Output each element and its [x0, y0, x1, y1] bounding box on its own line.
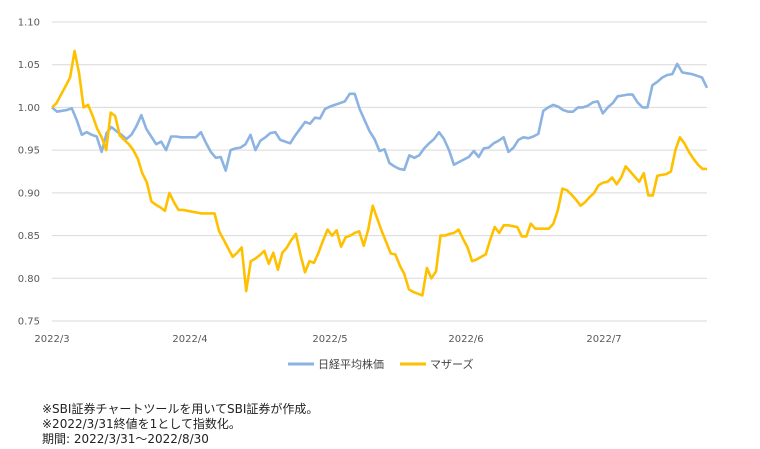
legend-item-nikkei[interactable]: 日経平均株価 [288, 357, 384, 371]
x-tick-label: 2022/4 [172, 334, 207, 345]
y-tick-label: 1.10 [18, 18, 40, 29]
note-source: ※SBI証券チャートツールを用いてSBI証券が作成。 [42, 402, 319, 416]
y-tick-label: 1.00 [18, 103, 40, 114]
x-tick-label: 2022/5 [312, 334, 347, 345]
gridlines [52, 21, 707, 322]
y-tick-label: 0.80 [18, 274, 40, 285]
y-axis-ticks: 0.75 0.80 0.85 0.90 0.95 1.00 1.05 1.10 [18, 18, 40, 328]
legend-label-nikkei: 日経平均株価 [318, 357, 384, 371]
note-index: ※2022/3/31終値を1として指数化。 [42, 417, 241, 431]
x-tick-label: 2022/7 [586, 334, 621, 345]
series-line-mothers [51, 49, 707, 297]
x-tick-label: 2022/6 [448, 334, 483, 345]
series-lines [51, 49, 709, 297]
y-tick-label: 0.95 [18, 146, 40, 157]
y-tick-label: 0.90 [18, 188, 40, 199]
y-tick-label: 1.05 [18, 60, 40, 71]
legend: 日経平均株価 マザーズ [288, 357, 473, 371]
chart-notes: ※SBI証券チャートツールを用いてSBI証券が作成。 ※2022/3/31終値を… [42, 402, 318, 447]
x-axis-ticks: 2022/3 2022/4 2022/5 2022/6 2022/7 [34, 334, 621, 345]
x-tick-label: 2022/3 [34, 334, 69, 345]
legend-label-mothers: マザーズ [430, 357, 473, 371]
legend-item-mothers[interactable]: マザーズ [400, 357, 473, 371]
series-line-nikkei [51, 62, 709, 172]
note-period: 期間: 2022/3/31～2022/8/30 [42, 432, 209, 446]
y-tick-label: 0.85 [18, 231, 40, 242]
y-tick-label: 0.75 [18, 317, 40, 328]
